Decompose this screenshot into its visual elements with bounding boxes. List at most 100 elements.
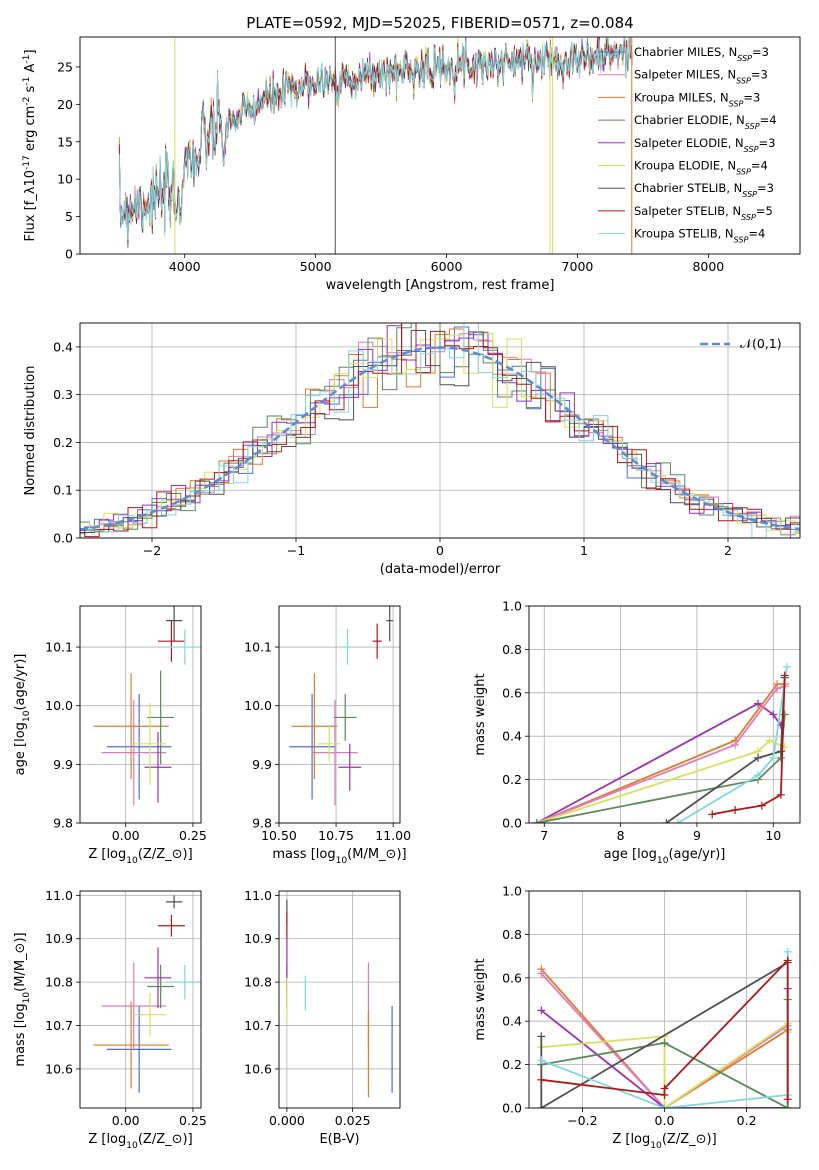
x-tick-label: 4000	[169, 259, 201, 274]
y-tick-label: 0.1	[53, 483, 73, 498]
x-tick-label: 0.2	[737, 1113, 757, 1128]
errorbar-chabrier-miles	[289, 693, 335, 800]
mass-Z-y-axis-label: mass [log10(M/M_⊙)]	[13, 932, 32, 1066]
y-tick-label: 0.0	[53, 531, 73, 546]
weight-point	[783, 956, 792, 965]
x-tick-label: 1	[580, 543, 588, 558]
age-mass-grid	[278, 606, 400, 824]
weight-point	[780, 671, 789, 680]
y-tick-label: 10.7	[244, 1018, 272, 1033]
mass-weight-vs-metallicity-panel: −0.2 0.0 0.2 0.0 0.2 0.4 0.6 0.8 1.0 Z [log10(Z/Z…	[473, 884, 801, 1151]
y-tick-label: 10	[57, 172, 73, 187]
y-tick-label: 0.2	[502, 772, 522, 787]
errorbar-salpeter-miles	[101, 962, 167, 1050]
x-tick-label: 0.025	[335, 1113, 371, 1128]
errorbar-salpeter-stelib	[157, 620, 185, 662]
x-tick-label: 10.75	[318, 828, 354, 843]
errorbar-salpeter-stelib	[372, 623, 382, 659]
y-tick-label: 10.8	[45, 975, 73, 990]
spectrum-line-kroupa-stelib	[118, 37, 633, 240]
x-tick-label: 11.00	[375, 828, 411, 843]
histogram-salpeter-stelib	[80, 323, 800, 538]
errorbar-chabrier-elodie	[147, 964, 175, 1009]
age-vs-mass-panel: 10.50 10.75 11.00 9.8 9.9 10.0 10.1 mass [log10…	[244, 605, 411, 866]
legend-entry-gaussian: 𝒩(0,1)	[740, 336, 782, 351]
x-tick-label: 0	[436, 543, 444, 558]
histogram-chabrier-stelib	[80, 330, 800, 538]
weight-point	[773, 684, 782, 693]
legend-entry: Chabrier MILES, NSSP=3	[634, 45, 769, 63]
residuals-plot-area	[80, 323, 800, 538]
spectrum-line-salpeter-stelib	[118, 37, 633, 235]
age-vs-metallicity-panel: 0.00 0.25 9.8 9.9 10.0 10.1 Z [log10(Z/Z_⊙)] ag…	[13, 605, 207, 866]
weight-line-kroupa-stelib	[677, 666, 788, 823]
weight-point	[537, 1075, 546, 1084]
weight-point	[660, 1084, 669, 1093]
mass-EBV-frame	[278, 890, 401, 1109]
x-tick-label: 5000	[300, 259, 332, 274]
mass-Z-grid	[80, 891, 201, 1108]
mass-Z-frame	[79, 890, 202, 1109]
weight-Z-y-axis-label: mass weight	[473, 958, 488, 1040]
x-tick-label: 0.00	[112, 1113, 140, 1128]
y-tick-label: 0.2	[53, 435, 73, 450]
errorbar-salpeter-stelib	[157, 914, 185, 937]
mass-EBV-plot-area	[286, 899, 393, 1098]
weight-point	[769, 710, 778, 719]
weight-point	[783, 1104, 792, 1108]
weight-point	[537, 1032, 546, 1041]
legend-entry: Chabrier STELIB, NSSP=3	[634, 181, 774, 199]
legend-entry: Kroupa STELIB, NSSP=4	[634, 227, 765, 245]
y-tick-label: 0.0	[502, 1101, 522, 1116]
age-mass-plot-area	[289, 606, 394, 806]
spectrum-x-axis-label: wavelength [Angstrom, rest frame]	[326, 278, 555, 293]
y-tick-label: 9.9	[252, 757, 272, 772]
errorbar-salpeter-elodie	[144, 732, 172, 803]
spectrum-y-axis-label: Flux [f_λ10-17 erg cm-2 s-1 A-1]	[22, 49, 38, 241]
y-tick-label: 0.0	[502, 816, 522, 831]
y-tick-label: 11.0	[244, 888, 272, 903]
x-tick-label: 7	[540, 828, 548, 843]
weight-point	[783, 662, 792, 671]
legend-entry: Chabrier ELODIE, NSSP=4	[634, 113, 777, 131]
x-tick-label: 10	[765, 828, 781, 843]
y-tick-label: 9.9	[53, 757, 73, 772]
errorbar-chabrier-elodie	[333, 693, 357, 741]
weight-point	[754, 753, 763, 762]
gaussian-curve	[80, 346, 800, 531]
weight-point	[537, 1006, 546, 1015]
errorbar-chabrier-elodie	[147, 670, 175, 765]
residuals-x-axis-label: (data-model)/error	[380, 562, 501, 577]
mass-EBV-grid	[279, 891, 400, 1108]
weight-point	[776, 790, 785, 799]
errorbar-kroupa-miles	[291, 673, 338, 780]
weight-point	[532, 819, 541, 823]
errorbar-chabrier-stelib	[166, 606, 183, 642]
y-tick-label: 0.4	[53, 339, 73, 354]
legend-entry: Kroupa MILES, NSSP=3	[634, 90, 760, 108]
y-tick-label: 15	[57, 134, 73, 149]
weight-point	[783, 947, 792, 956]
weight-age-frame	[528, 605, 801, 824]
weight-point	[537, 969, 546, 978]
legend-entry: Kroupa ELODIE, NSSP=4	[634, 159, 768, 177]
weight-point	[757, 801, 766, 810]
y-tick-label: 9.8	[252, 816, 272, 831]
y-tick-label: 0.4	[502, 729, 522, 744]
y-tick-label: 10.9	[45, 931, 73, 946]
weight-point	[673, 819, 682, 823]
weight-age-plot-area	[532, 662, 792, 823]
age-Z-frame	[79, 605, 202, 824]
weight-Z-plot-area	[537, 947, 792, 1108]
errorbar-kroupa-elodie	[317, 726, 341, 762]
y-tick-label: 20	[57, 97, 73, 112]
errorbar-salpeter-miles	[312, 699, 358, 806]
weight-point	[765, 736, 774, 745]
y-tick-label: 1.0	[502, 599, 522, 614]
spectrum-panel: 4000 5000 6000 7000 8000 0 5 10 15 20 25 wavelength…	[22, 36, 801, 293]
y-tick-label: 10.8	[244, 975, 272, 990]
errorbar-chabrier-stelib	[386, 606, 394, 642]
mass-vs-metallicity-panel: 0.00 0.25 10.6 10.7 10.8 10.9 11.0 Z [log10(Z/Z…	[13, 888, 207, 1151]
errorbar-kroupa-stelib	[166, 964, 201, 1000]
weight-point	[754, 771, 763, 780]
